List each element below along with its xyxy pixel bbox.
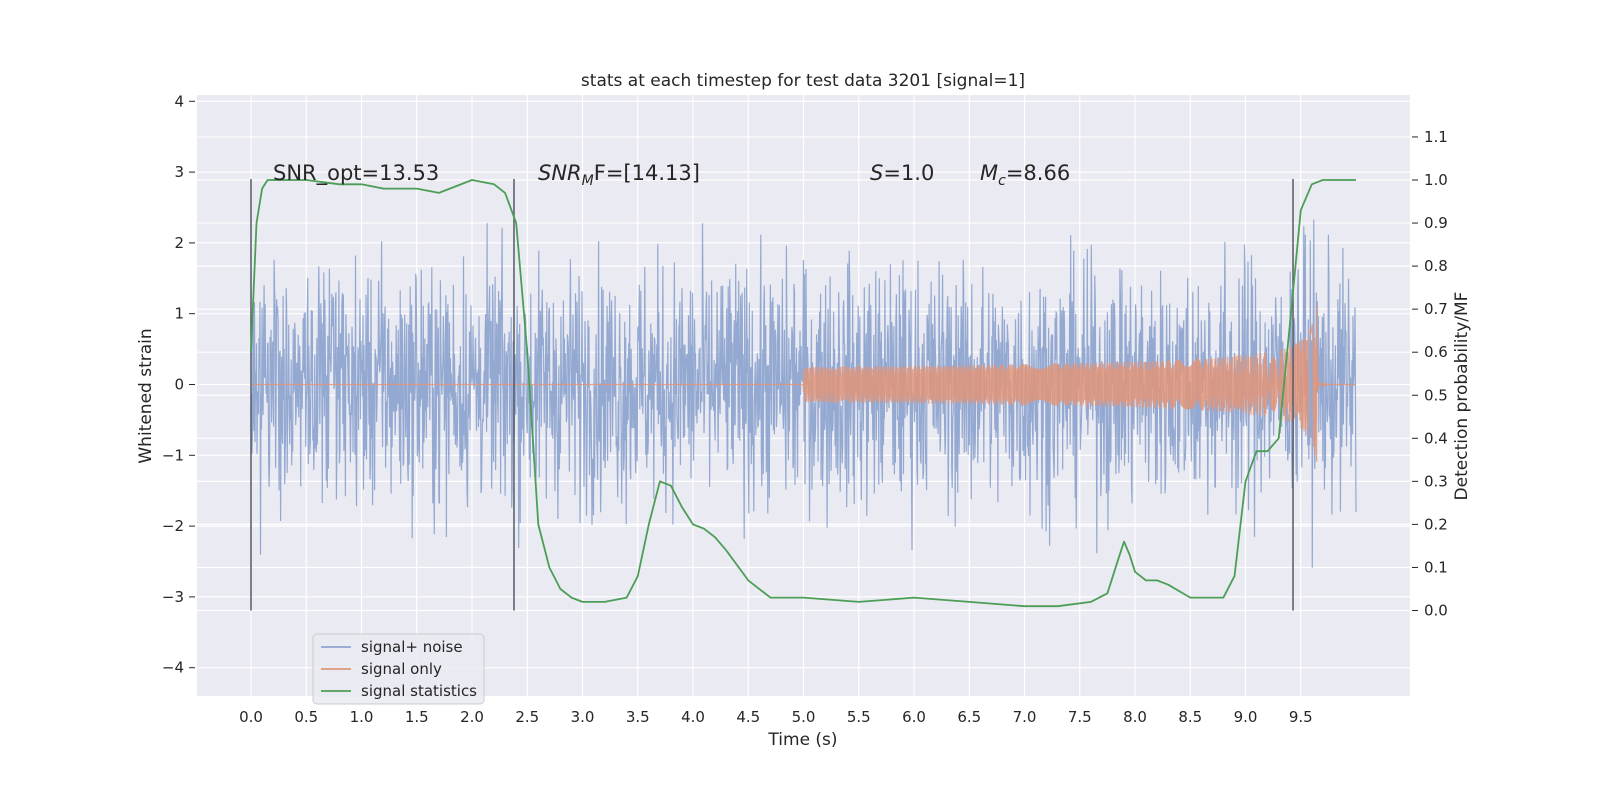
- snr-opt-annotation: SNR_opt=13.53: [273, 161, 439, 186]
- x-tick-label: 6.0: [902, 708, 926, 726]
- right-y-tick-label: 0.4: [1424, 429, 1448, 447]
- right-y-tick-label: 0.3: [1424, 472, 1448, 490]
- x-tick-label: 1.0: [350, 708, 374, 726]
- y-tick-label: −3: [162, 588, 184, 606]
- x-tick-label: 0.5: [294, 708, 318, 726]
- right-y-tick-label: 0.9: [1424, 214, 1448, 232]
- snr-mf-annotation: SNRMF=[14.13]: [538, 161, 700, 189]
- y-tick-label: 0: [174, 376, 184, 394]
- right-y-tick-label: 0.0: [1424, 602, 1448, 620]
- mc-annotation: Mc=8.66: [980, 161, 1070, 189]
- x-tick-label: 3.0: [571, 708, 595, 726]
- snr-mf-rest: F=[14.13]: [594, 161, 700, 185]
- right-y-tick-label: 0.8: [1424, 257, 1448, 275]
- right-y-tick-label: 1.0: [1424, 171, 1448, 189]
- x-tick-label: 9.0: [1234, 708, 1258, 726]
- y-tick-label: 3: [174, 163, 184, 181]
- legend-label-noise: signal+ noise: [361, 638, 463, 656]
- y-tick-labels: 4 3 2 1 0 −1 −2 −3 −4: [162, 92, 195, 677]
- y-axis-label: Whitened strain: [136, 328, 156, 463]
- snr-mf-sub: M: [582, 173, 594, 189]
- right-y-tick-label: 0.2: [1424, 515, 1448, 533]
- x-tick-label: 7.0: [1013, 708, 1037, 726]
- signal-only-series: [251, 305, 1356, 462]
- y-tick-label: −4: [162, 659, 184, 677]
- right-y-tick-label: 1.1: [1424, 128, 1448, 146]
- x-tick-label: 6.5: [957, 708, 981, 726]
- right-y-tick-label: 0.7: [1424, 300, 1448, 318]
- legend-label-stats: signal statistics: [361, 682, 477, 700]
- stats-line: [250, 179, 1356, 608]
- legend-box: [312, 633, 485, 705]
- x-tick-label: 9.5: [1289, 708, 1313, 726]
- snr-mf-main: SNR: [538, 161, 582, 185]
- x-tick-label: 1.5: [405, 708, 429, 726]
- mc-main: M: [980, 161, 998, 185]
- right-y-tick-label: 0.6: [1424, 343, 1448, 361]
- right-y-tick-label: 0.1: [1424, 558, 1448, 576]
- y-tick-label: 2: [174, 234, 184, 252]
- chart-title: stats at each timestep for test data 320…: [581, 71, 1025, 91]
- mc-rest: =8.66: [1006, 161, 1070, 185]
- y-tick-label: 1: [174, 305, 184, 323]
- x-tick-label: 4.5: [736, 708, 760, 726]
- x-tick-label: 3.5: [626, 708, 650, 726]
- x-axis-label: Time (s): [767, 730, 837, 750]
- x-tick-label: 8.0: [1123, 708, 1147, 726]
- s-rest: =1.0: [883, 161, 934, 185]
- x-tick-labels: 0.0 0.5 1.0 1.5 2.0 2.5 3.0 3.5 4.0 4.5 5.0 5.5 6.0 6…: [239, 708, 1313, 726]
- x-tick-label: 8.5: [1178, 708, 1202, 726]
- x-tick-label: 0.0: [239, 708, 263, 726]
- mc-sub: c: [998, 173, 1006, 189]
- vertical-markers: [250, 179, 1294, 611]
- y-tick-label: −2: [162, 517, 184, 535]
- right-y-tick-labels: 1.1 1.0 0.9 0.8 0.7 0.6 0.5 0.4 0.3 0.2 0.1 0.0: [1412, 128, 1448, 620]
- s-annotation: S=1.0: [870, 161, 934, 185]
- x-tick-label: 2.0: [460, 708, 484, 726]
- signal-statistics-series: [250, 179, 1356, 608]
- legend-label-signal: signal only: [361, 660, 442, 678]
- right-y-axis-label: Detection probability/MF: [1452, 292, 1472, 501]
- x-tick-label: 4.0: [681, 708, 705, 726]
- x-tick-label: 5.0: [792, 708, 816, 726]
- legend: signal+ noise signal only signal statist…: [312, 633, 485, 705]
- signal-line: [251, 305, 1356, 462]
- x-tick-label: 5.5: [847, 708, 871, 726]
- right-y-tick-label: 0.5: [1424, 386, 1448, 404]
- noise-series: [250, 219, 1357, 568]
- s-var: S: [870, 161, 883, 185]
- noise-line: [250, 219, 1357, 568]
- y-tick-label: −1: [162, 446, 184, 464]
- x-tick-label: 2.5: [515, 708, 539, 726]
- x-tick-label: 7.5: [1068, 708, 1092, 726]
- y-tick-label: 4: [174, 92, 184, 110]
